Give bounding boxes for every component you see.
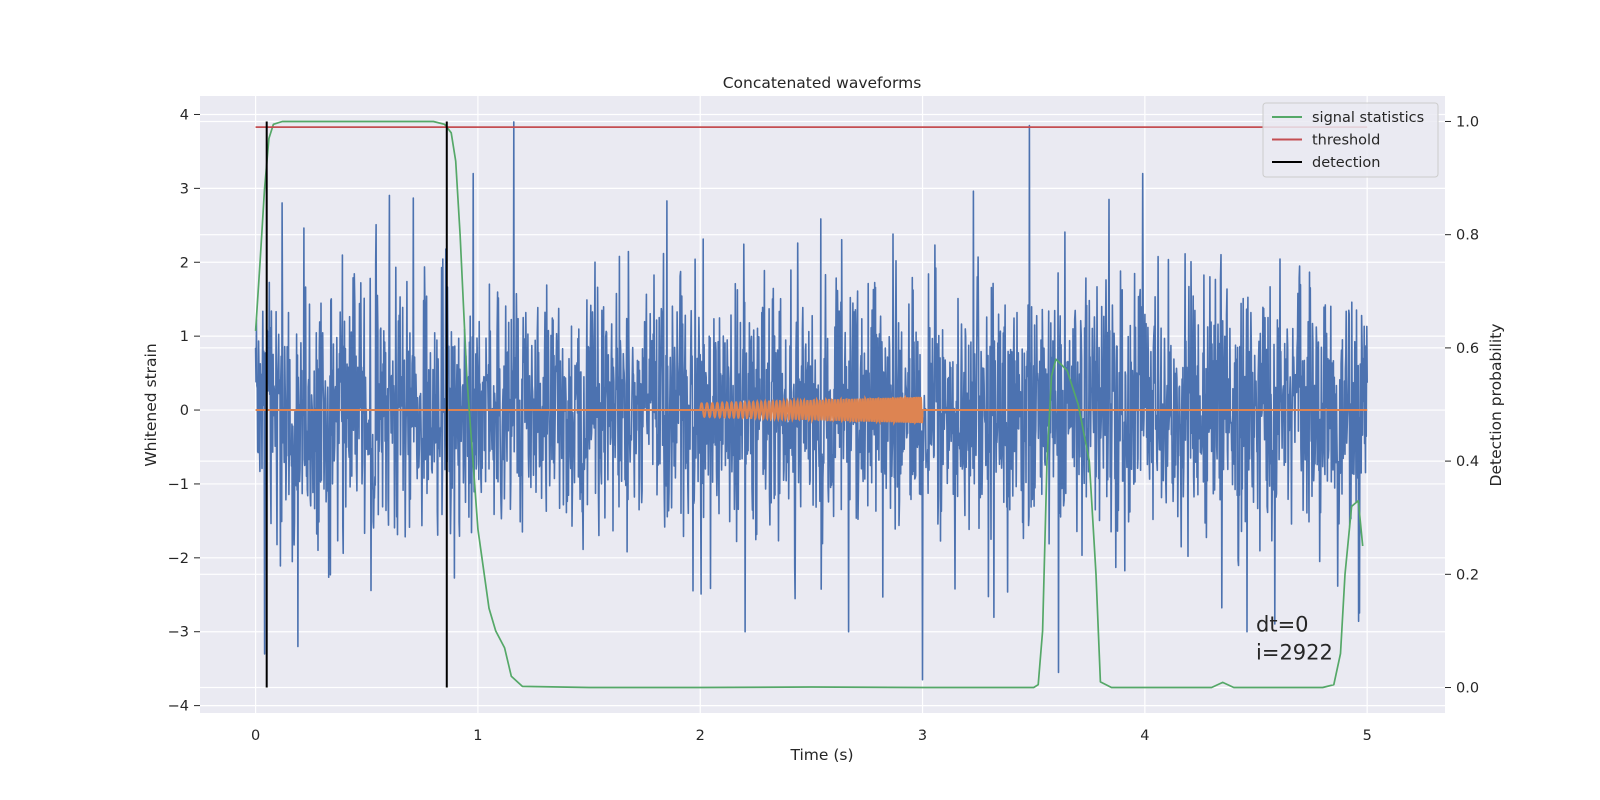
strain-series-line (254, 121, 1368, 681)
y2-tick-label: 1.0 (1456, 114, 1479, 130)
x-tick-label: 0 (251, 728, 260, 744)
annotation: dt=0 i=2922 (1256, 613, 1333, 665)
y-tick-label: −4 (168, 699, 189, 715)
legend-box (1262, 102, 1439, 178)
y2-tick-label: 0.6 (1456, 341, 1479, 357)
x-tick-label: 4 (1140, 728, 1149, 744)
y-tick-label: −1 (168, 477, 189, 493)
right-y-axis: 0.0 0.2 0.4 0.6 0.8 1.0 (1445, 114, 1479, 697)
y-tick-label: 4 (180, 107, 189, 123)
y-tick-label: −3 (168, 625, 189, 641)
x-axis: 0 1 2 3 4 5 (251, 728, 1372, 744)
x-tick-label: 5 (1363, 728, 1372, 744)
y-tick-label: −2 (168, 551, 189, 567)
y2-tick-label: 0.4 (1456, 454, 1479, 470)
plot-area (254, 120, 1368, 689)
legend-label: threshold (1312, 133, 1380, 149)
chirp-series-line (699, 394, 924, 426)
y-tick-label: 2 (180, 255, 189, 271)
x-axis-label: Time (s) (789, 746, 853, 764)
y2-tick-label: 0.8 (1456, 228, 1479, 244)
legend-label: detection (1312, 155, 1380, 171)
y2-tick-label: 0.0 (1456, 681, 1479, 697)
y-tick-label: 1 (180, 329, 189, 345)
legend-label: signal statistics (1312, 110, 1424, 126)
y-tick-label: 3 (180, 181, 189, 197)
annotation-line: i=2922 (1256, 641, 1333, 665)
left-y-axis: −4 −3 −2 −1 0 1 2 3 4 (168, 107, 200, 715)
y-axis-label: Whitened strain (142, 343, 160, 466)
x-tick-label: 3 (918, 728, 927, 744)
x-tick-label: 1 (473, 728, 482, 744)
signal-statistics-line (254, 120, 1364, 689)
y2-axis-label: Detection probability (1487, 324, 1505, 487)
legend: signal statistics threshold detection (1262, 102, 1439, 178)
y-tick-label: 0 (180, 403, 189, 419)
y2-tick-label: 0.2 (1456, 567, 1479, 583)
x-tick-label: 2 (696, 728, 705, 744)
chart-title: Concatenated waveforms (723, 74, 922, 92)
annotation-line: dt=0 (1256, 613, 1309, 637)
